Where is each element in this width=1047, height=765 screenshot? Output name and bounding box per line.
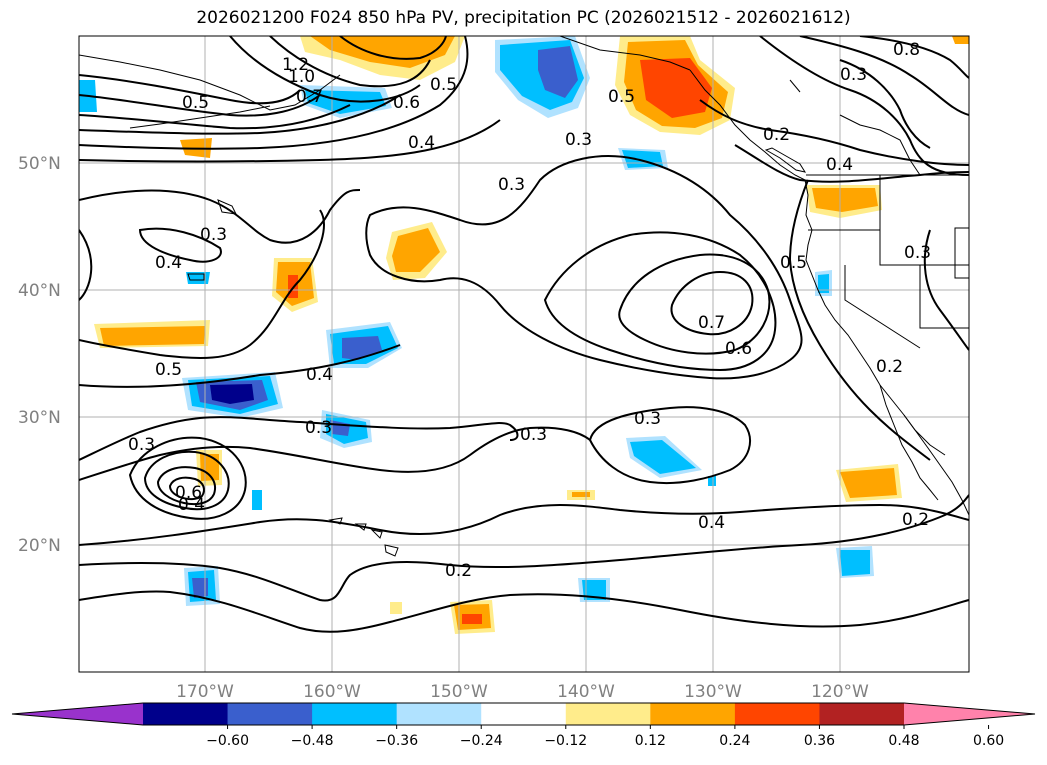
lon-label-150w: 150°W [430, 682, 488, 702]
lon-label-120w: 120°W [811, 682, 869, 702]
contour-label: 0.5 [155, 360, 182, 380]
colorbar-tick-label: 0.36 [804, 733, 835, 749]
contour-label: 0.5 [430, 75, 457, 95]
colorbar-tick-label: −0.60 [206, 733, 249, 749]
colorbar-tick-label: 0.12 [635, 733, 666, 749]
contour-label: 0.5 [780, 253, 807, 273]
map-frame [78, 35, 970, 673]
colorbar-extend-high [904, 703, 1035, 725]
contour-label: 0.4 [178, 495, 205, 515]
contour-label: 0.2 [763, 125, 790, 145]
contour-label: 0.4 [698, 513, 725, 533]
contour-label: 1.2 [282, 55, 309, 75]
contour-label: 0.4 [408, 133, 435, 153]
map-title: 2026021200 F024 850 hPa PV, precipitatio… [196, 8, 851, 28]
longitude-labels: 170°W 160°W 150°W 140°W 130°W 120°W [176, 682, 869, 702]
contour-label: 0.6 [175, 483, 202, 503]
contour-label: 0.4 [306, 365, 333, 385]
contour-label: 0.2 [876, 357, 903, 377]
colorbar: −0.60 −0.48 −0.36 −0.24 −0.12 0.12 0.24 0.36 0.4… [11, 702, 1036, 749]
lat-label-20n: 20°N [18, 536, 61, 556]
colorbar-segment [143, 703, 229, 725]
colorbar-segment [227, 703, 313, 725]
colorbar-segment [396, 703, 482, 725]
colorbar-segment [819, 703, 905, 725]
lon-label-170w: 170°W [176, 682, 234, 702]
colorbar-tick-label: −0.36 [375, 733, 418, 749]
contour-label: 0.3 [904, 243, 931, 263]
colorbar-segment [481, 703, 567, 725]
contour-label: 0.7 [296, 87, 323, 107]
colorbar-tick-label: −0.24 [460, 733, 503, 749]
precip-negative-shading [79, 36, 874, 606]
contour-label: 0.3 [840, 65, 867, 85]
pv-contours [79, 36, 969, 633]
lat-label-50n: 50°N [18, 154, 61, 174]
contour-label: 0.7 [698, 313, 725, 333]
colorbar-segment [650, 703, 736, 725]
contour-label: 0.2 [902, 510, 929, 530]
contour-label: 0.3 [634, 409, 661, 429]
contour-label: 0.3 [200, 225, 227, 245]
contour-label: 0.2 [445, 561, 472, 581]
map-layers: 1.2 1.0 0.7 0.6 0.5 0.4 0.3 0.3 0.4 0.3 … [79, 36, 969, 672]
contour-label: 0.5 [608, 87, 635, 107]
precip-positive-shading [94, 36, 969, 634]
lat-label-30n: 30°N [18, 408, 61, 428]
latitude-labels: 50°N 40°N 30°N 20°N [18, 154, 61, 556]
lon-label-160w: 160°W [303, 682, 361, 702]
contour-label: 0.4 [155, 253, 182, 273]
lat-label-40n: 40°N [18, 281, 61, 301]
contour-labels: 1.2 1.0 0.7 0.6 0.5 0.4 0.3 0.3 0.4 0.3 … [128, 40, 931, 581]
contour-label: 0.5 [182, 93, 209, 113]
contour-label: 0.4 [826, 155, 853, 175]
colorbar-tick-label: 0.24 [719, 733, 750, 749]
colorbar-segment [734, 703, 820, 725]
graticule [79, 36, 969, 672]
contour-label: 0.3 [565, 130, 592, 150]
colorbar-tick-label: 0.60 [973, 733, 1004, 749]
colorbar-extend-low [12, 703, 143, 725]
contour-label: 0.6 [725, 339, 752, 359]
colorbar-segment [312, 703, 398, 725]
colorbar-segment [565, 703, 651, 725]
lon-label-140w: 140°W [557, 682, 615, 702]
contour-label: 1.0 [288, 67, 315, 87]
colorbar-tick-label: −0.12 [544, 733, 587, 749]
coastlines [79, 36, 969, 557]
contour-label: 0.3 [520, 425, 547, 445]
contour-label: 0.3 [498, 175, 525, 195]
contour-label: 0.3 [305, 418, 332, 438]
contour-label: 0.6 [393, 93, 420, 113]
colorbar-outline [11, 702, 1036, 726]
colorbar-tick-label: −0.48 [291, 733, 334, 749]
lon-label-130w: 130°W [684, 682, 742, 702]
colorbar-tick-label: 0.48 [888, 733, 919, 749]
contour-label: 0.8 [893, 40, 920, 60]
contour-label: 0.3 [128, 435, 155, 455]
